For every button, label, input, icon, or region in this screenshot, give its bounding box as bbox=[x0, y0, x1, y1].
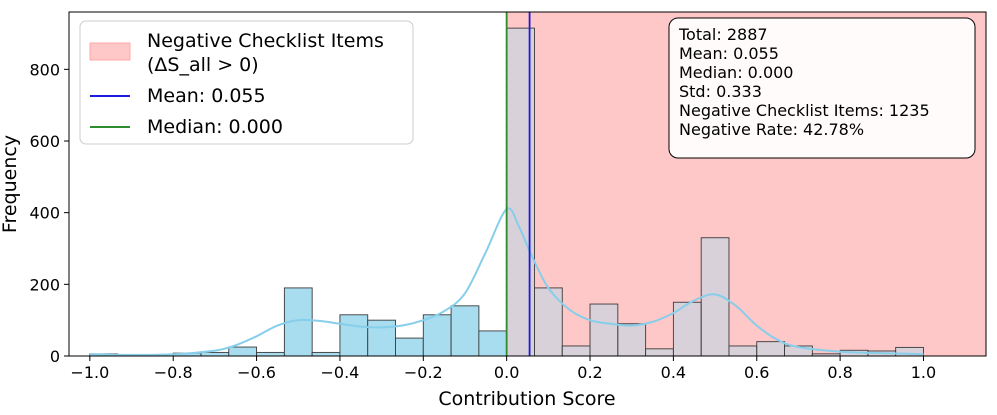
stats-total: Total: 2887 bbox=[678, 25, 768, 44]
legend-region-label-line1: Negative Checklist Items bbox=[147, 30, 384, 52]
histogram-bar bbox=[617, 323, 647, 356]
histogram-bar bbox=[311, 351, 341, 356]
histogram-bar bbox=[256, 351, 285, 356]
stats-negative-items: Negative Checklist Items: 1235 bbox=[679, 101, 930, 120]
histogram-bar bbox=[784, 345, 813, 356]
x-tick-label: 0.8 bbox=[827, 363, 852, 382]
histogram-bar bbox=[422, 314, 452, 356]
histogram-bar bbox=[645, 348, 674, 356]
y-tick-label: 800 bbox=[29, 60, 60, 79]
histogram-bar bbox=[478, 330, 508, 356]
histogram-bar bbox=[756, 341, 786, 356]
histogram-bar bbox=[395, 337, 424, 356]
legend-mean-label: Mean: 0.055 bbox=[147, 85, 266, 107]
x-tick-label: 0.4 bbox=[661, 363, 686, 382]
y-tick-label: 600 bbox=[29, 132, 60, 151]
legend-median-label: Median: 0.000 bbox=[147, 116, 283, 138]
histogram-bar bbox=[228, 346, 258, 356]
stats-negative-rate: Negative Rate: 42.78% bbox=[679, 120, 864, 139]
histogram-bar bbox=[700, 237, 730, 356]
kde-curve bbox=[89, 207, 924, 356]
plot-frame bbox=[68, 11, 987, 357]
x-tick-label: 0.2 bbox=[577, 363, 602, 382]
legend-box bbox=[79, 20, 414, 145]
histogram-bar bbox=[728, 345, 758, 356]
histogram-bars bbox=[89, 27, 924, 356]
histogram-bar bbox=[367, 319, 396, 356]
histogram-bar bbox=[200, 351, 230, 356]
stats-box-frame bbox=[668, 17, 976, 159]
histogram-bar bbox=[534, 287, 563, 356]
x-tick-label: −0.4 bbox=[321, 363, 360, 382]
x-tick-label: −0.6 bbox=[237, 363, 276, 382]
legend-region-label-line2: (ΔS_all > 0) bbox=[147, 54, 259, 76]
stats-std: Std: 0.333 bbox=[679, 82, 762, 101]
histogram-bar bbox=[339, 314, 369, 356]
x-axis-label: Contribution Score bbox=[438, 388, 615, 410]
y-tick-label: 0 bbox=[50, 347, 60, 366]
histogram-bar bbox=[561, 345, 591, 356]
histogram-bar bbox=[589, 303, 619, 356]
x-tick-label: −0.8 bbox=[154, 363, 193, 382]
legend: Negative Checklist Items (ΔS_all > 0) Me… bbox=[79, 20, 414, 145]
x-tick-label: 0.0 bbox=[494, 363, 519, 382]
stats-box: Total: 2887 Mean: 0.055 Median: 0.000 St… bbox=[668, 17, 976, 159]
x-tick-label: 0.6 bbox=[744, 363, 769, 382]
x-axis: −1.0 −0.8 −0.6 −0.4 −0.2 0.0 0.2 0.4 0.6 0.8 1.0 bbox=[70, 356, 936, 382]
x-tick-label: −1.0 bbox=[70, 363, 109, 382]
x-tick-label: −0.2 bbox=[404, 363, 443, 382]
stats-median: Median: 0.000 bbox=[679, 63, 793, 82]
y-tick-label: 400 bbox=[29, 204, 60, 223]
x-tick-label: 1.0 bbox=[911, 363, 936, 382]
legend-region-swatch bbox=[89, 42, 131, 61]
stats-mean: Mean: 0.055 bbox=[679, 44, 779, 63]
y-axis-label: Frequency bbox=[0, 135, 21, 233]
y-tick-label: 200 bbox=[29, 275, 60, 294]
histogram-bar bbox=[450, 305, 480, 356]
y-axis: 0 200 400 600 800 bbox=[29, 60, 69, 366]
